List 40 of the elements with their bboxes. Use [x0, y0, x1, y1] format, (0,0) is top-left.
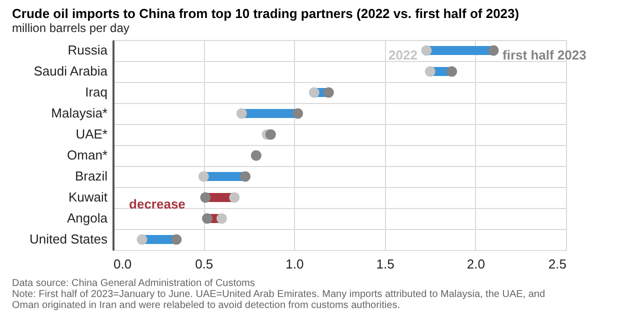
text: Note: First half of 2023=January to June. UAE=United Arab Emirates. Many imports attributed to Malaysia, the UAE, and Oman originated in Iran and were relabeled to avoid detection from customs authorities. [12, 289, 546, 311]
series-label: 2022 [388, 48, 418, 62]
chart-title: Crude oil imports to China from top 10 trading partners (2022 vs. first half of 2023) [12, 6, 520, 21]
point [424, 66, 436, 77]
chart-subtitle: million barrels per day [12, 21, 130, 35]
point [446, 66, 458, 77]
point [292, 108, 304, 119]
series-label: first half 2023 [502, 48, 586, 62]
point [308, 87, 320, 98]
y-tick-label: Russia [68, 42, 108, 58]
point [216, 213, 227, 224]
y-tick-label: Iraq [85, 84, 108, 100]
point [202, 213, 212, 224]
point [488, 45, 499, 56]
y-tick-label: Oman* [67, 148, 108, 162]
x-tick-label: 2.5 [548, 256, 566, 272]
point [229, 192, 240, 203]
annotation: decrease [129, 196, 186, 212]
point [265, 129, 276, 140]
x-tick-label: 2.0 [466, 256, 485, 272]
point [421, 45, 432, 56]
point [136, 234, 148, 245]
y-tick-label: Malaysia* [51, 106, 108, 120]
y-tick-label: Saudi Arabia [34, 64, 108, 78]
x-tick-label: 1.0 [286, 256, 304, 272]
point [200, 192, 211, 203]
y-tick-label: Kuwait [68, 190, 108, 204]
y-tick-label: Brazil [74, 168, 108, 184]
point [171, 234, 182, 245]
x-tick-label: 0.0 [114, 256, 132, 272]
point [198, 171, 209, 182]
x-tick-label: 0.5 [195, 256, 214, 272]
y-tick-label: United States [29, 232, 108, 246]
y-tick-label: UAE* [76, 126, 108, 142]
y-tick-label: Angola [67, 210, 108, 226]
point [323, 87, 334, 98]
source-note: Data source: China General Administration of Customs [12, 278, 255, 289]
point [236, 108, 247, 119]
x-tick-label: 1.5 [376, 256, 394, 272]
point [240, 171, 251, 182]
